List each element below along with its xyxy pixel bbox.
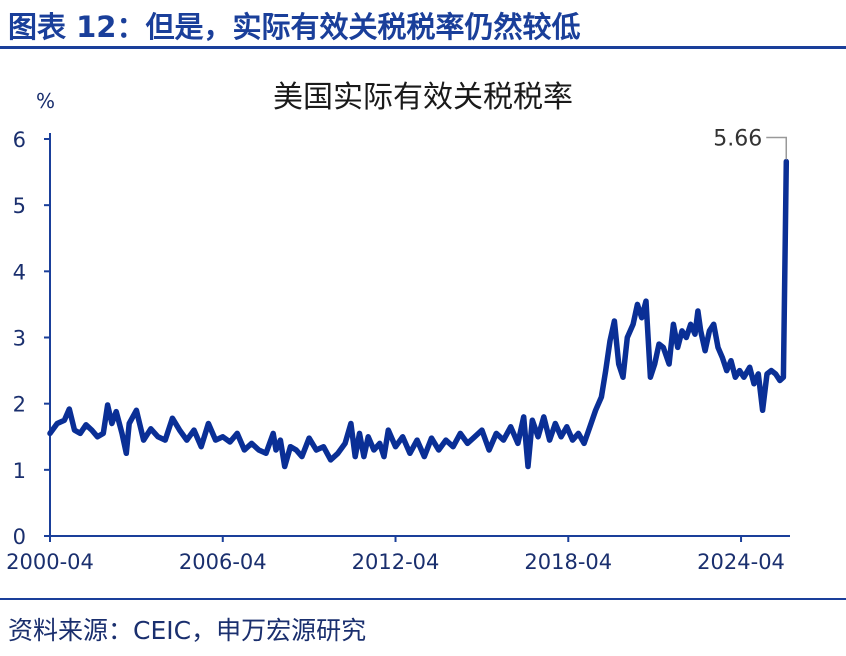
y-tick-label: 1 [13, 459, 26, 483]
annotation-layer: 5.66 [713, 126, 788, 160]
x-tick-label: 2012-04 [352, 550, 440, 574]
chart-title: 美国实际有效关税税率 [273, 80, 573, 115]
source-note: 资料来源：CEIC，申万宏源研究 [8, 616, 367, 645]
y-tick-label: 0 [13, 525, 26, 549]
y-tick-label: 4 [13, 260, 26, 284]
chart-axes: 0 1 2 3 4 5 6 2000-04 2006-04 2012-04 2018-04 2024-… [6, 128, 790, 574]
line-chart: % 美国实际有效关税税率 0 1 2 3 4 5 6 2000-04 2006-04 2012-0… [6, 80, 790, 574]
x-tick-label: 2000-04 [6, 550, 94, 574]
peak-value-label: 5.66 [713, 126, 762, 151]
y-tick-label: 2 [13, 393, 26, 417]
y-tick-label: 5 [13, 194, 26, 218]
data-label-leader [766, 136, 788, 160]
x-tick-label: 2024-04 [697, 550, 785, 574]
figure-title: 图表 12：但是，实际有效关税税率仍然较低 [8, 10, 581, 44]
tariff-rate-series-line [47, 158, 790, 470]
y-tick-label: 3 [13, 327, 26, 351]
y-tick-label: 6 [13, 128, 26, 152]
x-tick-label: 2018-04 [524, 550, 612, 574]
footer-rule [0, 598, 846, 600]
x-tick-label: 2006-04 [179, 550, 267, 574]
y-axis-unit-label: % [36, 89, 55, 113]
header-rule [0, 46, 846, 49]
series-layer [47, 158, 790, 470]
